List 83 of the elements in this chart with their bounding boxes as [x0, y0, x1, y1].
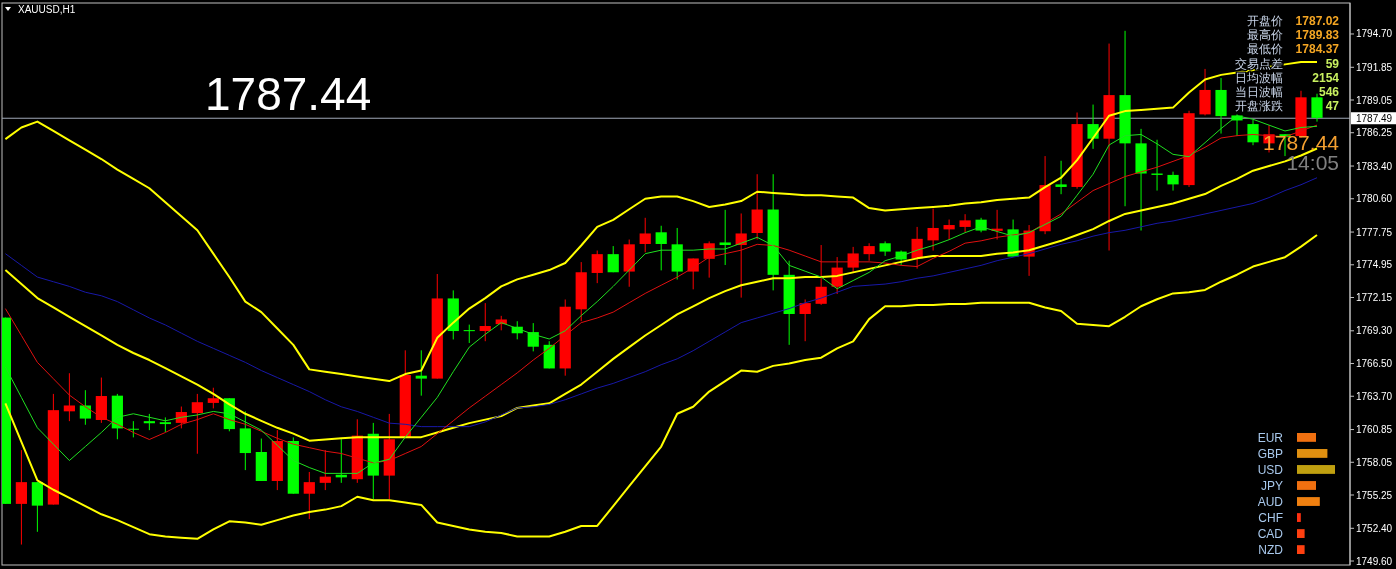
bar [1297, 545, 1305, 554]
chart-title: XAUUSD,H1 [18, 4, 76, 15]
candlestick [543, 340, 555, 369]
candlestick [207, 387, 219, 409]
y-tick-label: 1752.40 [1356, 522, 1393, 534]
candlestick [1247, 119, 1259, 146]
y-tick-label: CAD [1257, 526, 1284, 541]
y-tick-label: EUR [1257, 430, 1284, 445]
candlestick [95, 377, 107, 424]
candlestick [463, 324, 475, 344]
data-label: 2154 [1312, 70, 1340, 85]
y-tick-label: 1758.05 [1356, 456, 1393, 468]
data-label: 47 [1325, 99, 1340, 114]
y-tick-label: 1794.70 [1356, 28, 1393, 40]
candlestick [687, 257, 699, 290]
y-tick-label: 1766.50 [1356, 358, 1393, 370]
candlestick [751, 173, 763, 241]
candlestick [479, 302, 491, 342]
category-label: 当日波幅 [1235, 85, 1283, 99]
ref-line-label: 1787.49 [1356, 112, 1393, 124]
y-tick-label: 1774.95 [1356, 259, 1393, 271]
annotation: 1787.44 [205, 68, 372, 120]
bar [1297, 513, 1301, 522]
category-label: 开盘涨跌 [1235, 99, 1283, 114]
y-tick-label: 1780.60 [1356, 193, 1393, 205]
y-tick-label: 1760.85 [1356, 424, 1393, 436]
candlestick [607, 245, 619, 273]
y-tick-label: CHF [1258, 510, 1283, 525]
bar [1297, 497, 1320, 506]
bar [1297, 433, 1316, 442]
y-tick-label: 1755.25 [1356, 489, 1393, 501]
bar [1297, 481, 1316, 490]
data-label: 1789.83 [1295, 28, 1340, 43]
candlestick [31, 481, 43, 533]
y-tick-label: 1763.70 [1356, 390, 1393, 402]
data-label: 59 [1325, 56, 1340, 71]
candlestick [191, 393, 203, 455]
candlestick [415, 349, 427, 397]
category-label: 最高价 [1247, 28, 1283, 43]
category-label: 最低价 [1247, 42, 1283, 57]
y-tick-label: 1786.25 [1356, 127, 1393, 139]
category-label: 开盘价 [1247, 14, 1283, 28]
candlestick [63, 372, 75, 422]
candlestick [15, 449, 27, 546]
data-label: 1784.37 [1295, 42, 1340, 57]
bar [1297, 465, 1335, 474]
y-tick-label: NZD [1258, 542, 1284, 557]
line-series [4, 233, 1318, 540]
candlestick [735, 212, 747, 299]
data-label: 546 [1318, 85, 1340, 99]
y-tick-label: GBP [1257, 446, 1283, 461]
candlestick [319, 449, 331, 491]
candlestick [1055, 160, 1067, 195]
candlestick [959, 213, 971, 233]
y-tick-label: JPY [1260, 478, 1283, 493]
y-tick-label: 1749.60 [1356, 555, 1393, 567]
candlestick [655, 225, 667, 271]
candlestick [303, 471, 315, 520]
bar [1297, 449, 1328, 458]
category-label: 日均波幅 [1235, 70, 1283, 85]
candlestick [927, 208, 939, 252]
candlestick [815, 244, 827, 306]
candlestick [591, 250, 603, 284]
y-tick-label: AUD [1257, 494, 1284, 509]
candlestick [799, 298, 811, 342]
candlestick [527, 322, 539, 352]
y-tick-label: 1783.40 [1356, 160, 1393, 172]
candlestick [943, 219, 955, 241]
y-tick-label: 1777.75 [1356, 226, 1393, 238]
candlestick [639, 217, 651, 253]
y-tick-label: 1769.30 [1356, 325, 1393, 337]
candlestick [79, 389, 91, 426]
y-tick-label: 1789.05 [1356, 94, 1393, 106]
y-tick-label: USD [1257, 462, 1284, 477]
data-label: 1787.02 [1295, 14, 1340, 28]
annotation: 14:05 [1286, 151, 1339, 174]
y-tick-label: 1791.85 [1356, 61, 1393, 73]
candlestick [1167, 171, 1179, 192]
y-tick-label: 1772.15 [1356, 292, 1393, 303]
candlestick [863, 242, 875, 262]
bar [1297, 529, 1305, 538]
annotation: 1787.44 [1263, 131, 1340, 154]
candlestick [719, 209, 731, 266]
